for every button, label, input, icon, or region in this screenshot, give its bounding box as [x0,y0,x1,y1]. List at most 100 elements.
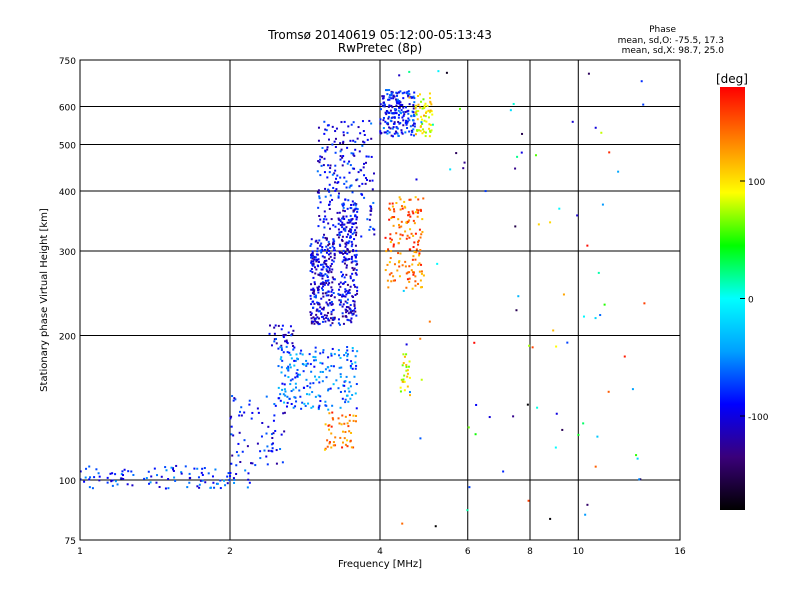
data-point [309,386,312,389]
data-point [324,279,327,282]
data-point [342,209,345,212]
data-point [512,102,515,105]
data-point [358,185,361,188]
data-point [323,171,326,174]
data-point [430,110,433,113]
data-point [402,97,405,100]
data-point [408,130,411,133]
data-point [310,288,313,291]
data-point [412,246,415,249]
data-point [339,285,342,288]
data-point [343,276,346,279]
data-point [419,437,422,440]
data-point [394,112,397,115]
data-point [350,317,353,320]
data-point [331,303,334,306]
data-point [347,312,350,315]
data-point [344,290,347,293]
data-point [345,243,348,246]
data-point [429,109,432,112]
data-point [395,126,398,129]
data-point [350,184,353,187]
data-point [400,205,403,208]
data-point [422,98,425,101]
data-point [350,240,353,243]
data-point [329,246,332,249]
data-point [332,260,335,263]
y-tick-label: 75 [65,537,76,547]
data-point [351,272,354,275]
data-point [331,125,334,128]
data-point [248,399,251,402]
data-point [339,373,342,376]
data-point [246,486,249,489]
data-point [326,176,329,179]
data-point [326,266,329,269]
data-point [353,300,356,303]
data-point [277,397,280,400]
data-point [408,70,411,73]
data-point [347,233,350,236]
data-point [292,348,295,351]
data-point [398,106,401,109]
data-point [282,412,285,415]
data-point [184,465,187,468]
data-point [317,260,320,263]
data-point [314,346,317,349]
data-point [334,137,337,140]
data-point [389,119,392,122]
data-point [337,318,340,321]
data-point [406,121,409,124]
data-point [207,472,210,475]
data-point [318,303,321,306]
data-point [132,473,135,476]
data-point [327,279,330,282]
data-point [355,203,358,206]
data-point [349,235,352,238]
data-point [272,442,275,445]
data-point [349,319,352,322]
data-point [342,215,345,218]
data-point [294,376,297,379]
data-point [322,281,325,284]
data-point [186,486,189,489]
data-point [273,403,276,406]
data-point [340,423,343,426]
data-point [279,399,282,402]
data-point [394,130,397,133]
data-point [344,443,347,446]
data-point [396,102,399,105]
data-point [229,475,232,478]
data-point [414,284,417,287]
data-point [309,363,312,366]
data-point [352,152,355,155]
data-point [353,209,356,212]
data-point [288,351,291,354]
data-point [323,249,326,252]
data-point [330,300,333,303]
data-point [310,320,313,323]
y-tick-label: 200 [59,333,76,343]
data-point [353,238,356,241]
data-point [327,389,330,392]
data-point [355,179,358,182]
data-point [338,422,341,425]
data-point [403,113,406,116]
data-point [342,141,345,144]
data-point [417,239,420,242]
data-point [386,132,389,135]
data-point [379,130,382,133]
data-point [603,303,606,306]
data-point [407,92,410,95]
data-point [343,218,346,221]
data-point [346,283,349,286]
data-point [353,154,356,157]
data-point [324,195,327,198]
data-point [317,291,320,294]
data-point [349,309,352,312]
data-point [354,204,357,207]
data-point [419,279,422,282]
data-point [420,233,423,236]
data-point [414,107,417,110]
data-point [337,417,340,420]
